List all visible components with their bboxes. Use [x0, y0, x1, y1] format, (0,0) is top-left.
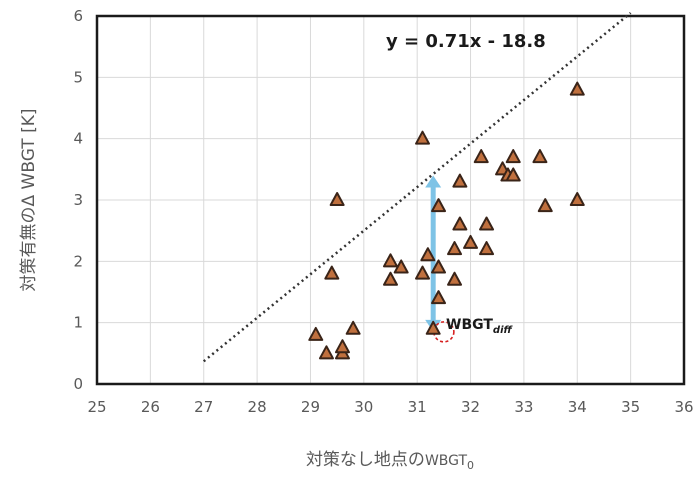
data-point	[452, 216, 468, 231]
data-point	[383, 271, 398, 286]
trendline	[202, 11, 632, 363]
data-point	[431, 198, 447, 213]
trendline-equation: y = 0.71x - 18.8	[386, 31, 546, 52]
data-point	[415, 265, 431, 280]
data-point	[447, 271, 463, 286]
highlight-circle	[433, 321, 455, 343]
wbgt-diff-label-subscript: diff	[493, 325, 514, 336]
data-point	[431, 259, 447, 274]
trendline-group	[202, 11, 632, 363]
x-tick-label: 29	[301, 398, 320, 416]
data-point	[308, 326, 324, 341]
x-tick-label: 27	[194, 398, 213, 416]
data-point	[329, 192, 345, 206]
data-point	[345, 320, 361, 335]
x-axis-title-text: 対策なし地点の	[306, 450, 425, 470]
x-tick-label: 30	[354, 398, 373, 416]
data-point	[324, 265, 340, 280]
x-tick-labels: 25 26 27 28 29 30 31 32 33 34 35 36	[87, 398, 693, 416]
data-point	[473, 149, 489, 164]
x-tick-label: 31	[408, 398, 427, 416]
y-tick-label: 4	[73, 130, 83, 148]
arrow-head-up	[425, 175, 442, 188]
y-tick-label: 2	[73, 252, 83, 270]
wbgt-diff-label: WBGTdiff	[446, 317, 514, 336]
data-points	[308, 81, 585, 360]
data-point	[425, 320, 441, 335]
y-tick-label: 1	[73, 314, 83, 332]
data-point	[318, 345, 334, 360]
wbgt-diff-label-main: WBGT	[446, 317, 493, 333]
plot-area-frame	[95, 14, 686, 386]
data-point	[569, 81, 585, 96]
x-tick-label: 36	[674, 398, 693, 416]
data-point	[431, 290, 447, 305]
data-point	[537, 198, 553, 213]
y-tick-label: 3	[73, 191, 83, 209]
data-point	[447, 241, 463, 256]
grid-lines	[96, 15, 685, 385]
data-point	[532, 149, 548, 164]
x-axis-title-subscript: 0	[467, 459, 474, 472]
x-tick-label: 25	[87, 398, 106, 416]
data-point	[452, 173, 468, 188]
x-tick-label: 28	[248, 398, 267, 416]
data-point	[415, 130, 431, 145]
x-tick-label: 33	[514, 398, 533, 416]
x-tick-label: 35	[621, 398, 640, 416]
x-tick-label: 26	[141, 398, 160, 416]
x-axis-title-symbol: WBGT	[425, 453, 468, 469]
y-tick-label: 0	[73, 375, 83, 393]
x-tick-label: 32	[461, 398, 480, 416]
data-point	[505, 167, 521, 182]
y-tick-label: 5	[73, 68, 83, 86]
data-point	[479, 216, 495, 231]
x-tick-label: 34	[568, 398, 587, 416]
data-point	[383, 253, 398, 268]
data-point	[463, 234, 479, 249]
data-point	[420, 247, 436, 262]
data-point	[393, 259, 409, 274]
data-point	[479, 241, 495, 256]
y-tick-label: 6	[73, 7, 83, 25]
data-point	[334, 339, 350, 354]
data-point	[505, 149, 521, 164]
y-tick-labels: 0 1 2 3 4 5 6	[73, 7, 83, 393]
x-axis-title: 対策なし地点のWBGT0	[306, 450, 474, 472]
y-axis-title: 対策有無のΔ WBGT [K]	[19, 109, 39, 292]
data-point	[569, 192, 585, 206]
